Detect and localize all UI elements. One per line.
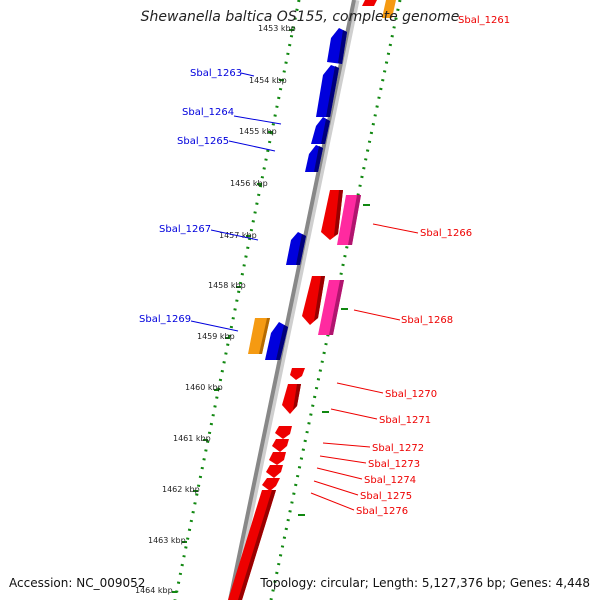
gene-label-sbal-1268[interactable]: Sbal_1268 bbox=[401, 315, 453, 326]
gene-block-1261[interactable] bbox=[362, 0, 377, 6]
gene-block-1273[interactable] bbox=[272, 439, 289, 452]
gene-block-1266-pink[interactable] bbox=[337, 195, 361, 245]
right-leader-lines bbox=[310, 223, 419, 511]
gene-block-1270[interactable] bbox=[290, 368, 305, 380]
gene-label-sbal-1273[interactable]: Sbal_1273 bbox=[368, 459, 420, 470]
gene-block-1262[interactable] bbox=[327, 28, 347, 64]
gene-block-1266-red[interactable] bbox=[321, 190, 343, 240]
gene-label-sbal-1269[interactable]: Sbal_1269 bbox=[139, 314, 191, 325]
gene-block-long-red[interactable] bbox=[228, 490, 276, 600]
gene-label-sbal-1276[interactable]: Sbal_1276 bbox=[356, 506, 408, 517]
scale-label-1453: 1453 kbp bbox=[258, 24, 296, 33]
scale-label-1464: 1464 kbp bbox=[135, 586, 173, 595]
genome-stats-text: Topology: circular; Length: 5,127,376 bp… bbox=[260, 576, 590, 590]
gene-block-1274[interactable] bbox=[269, 452, 286, 465]
gene-block-1276[interactable] bbox=[262, 478, 280, 491]
gene-label-sbal-1263[interactable]: Sbal_1263 bbox=[190, 68, 242, 79]
gene-label-sbal-1266[interactable]: Sbal_1266 bbox=[420, 228, 472, 239]
scale-label-1454: 1454 kbp bbox=[249, 76, 287, 85]
scale-label-1455: 1455 kbp bbox=[239, 127, 277, 136]
gene-block-1271[interactable] bbox=[282, 384, 301, 414]
gene-label-sbal-1265[interactable]: Sbal_1265 bbox=[177, 136, 229, 147]
scale-ticks bbox=[172, 29, 294, 593]
gene-block-1268-red[interactable] bbox=[302, 276, 325, 325]
gene-block-1275[interactable] bbox=[266, 465, 283, 478]
gene-label-sbal-1275[interactable]: Sbal_1275 bbox=[360, 491, 412, 502]
gene-block-1267[interactable] bbox=[286, 232, 306, 265]
genome-backbone bbox=[228, 0, 356, 600]
gene-label-sbal-1270[interactable]: Sbal_1270 bbox=[385, 389, 437, 400]
inner-ring-ticks bbox=[298, 204, 370, 516]
gene-block-1269b[interactable] bbox=[265, 322, 288, 360]
scale-label-1459: 1459 kbp bbox=[197, 332, 235, 341]
scale-label-1456: 1456 kbp bbox=[230, 179, 268, 188]
gene-label-sbal-1271[interactable]: Sbal_1271 bbox=[379, 415, 431, 426]
scale-label-1460: 1460 kbp bbox=[185, 383, 223, 392]
gene-label-sbal-1274[interactable]: Sbal_1274 bbox=[364, 475, 416, 486]
gene-label-sbal-1264[interactable]: Sbal_1264 bbox=[182, 107, 234, 118]
left-tick-ring bbox=[173, 0, 301, 600]
gene-block-1268-pink[interactable] bbox=[318, 280, 344, 335]
map-title: Shewanella baltica OS155, complete genom… bbox=[140, 9, 460, 25]
accession-text: Accession: NC_009052 bbox=[9, 576, 146, 590]
gene-block-1263[interactable] bbox=[316, 65, 339, 117]
left-leader-lines bbox=[190, 72, 282, 332]
feature-orange-1269[interactable] bbox=[248, 318, 270, 354]
scale-label-1458: 1458 kbp bbox=[208, 281, 246, 290]
gene-block-1264[interactable] bbox=[311, 117, 330, 144]
gene-block-1272[interactable] bbox=[275, 426, 292, 439]
gene-label-sbal-1267[interactable]: Sbal_1267 bbox=[159, 224, 211, 235]
gene-label-sbal-1261[interactable]: Sbal_1261 bbox=[458, 15, 510, 26]
scale-label-1461: 1461 kbp bbox=[173, 434, 211, 443]
scale-label-1463: 1463 kbp bbox=[148, 536, 186, 545]
scale-label-1462: 1462 kbp bbox=[162, 485, 200, 494]
feature-orange-top[interactable] bbox=[382, 0, 396, 18]
gene-label-sbal-1272[interactable]: Sbal_1272 bbox=[372, 443, 424, 454]
gene-block-1265[interactable] bbox=[305, 145, 323, 172]
